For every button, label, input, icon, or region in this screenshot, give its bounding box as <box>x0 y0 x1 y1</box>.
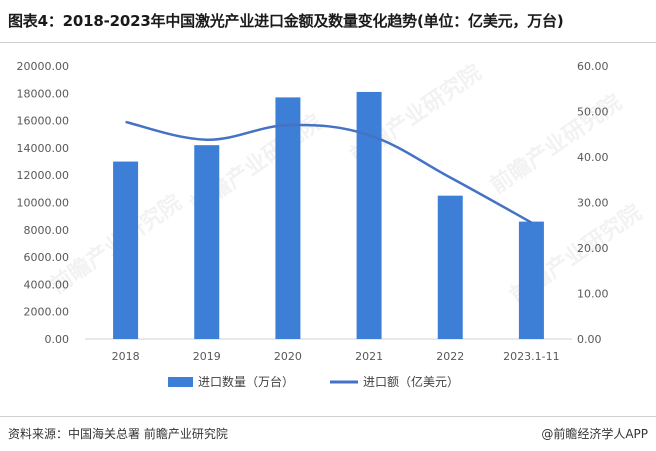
x-tick-label: 2022 <box>436 350 464 363</box>
x-tick-label: 2021 <box>355 350 383 363</box>
right-tick-label: 10.00 <box>577 288 609 301</box>
left-tick-label: 8000.00 <box>24 224 70 237</box>
left-tick-label: 0.00 <box>45 333 70 346</box>
right-tick-label: 0.00 <box>577 333 602 346</box>
bar <box>194 145 220 339</box>
left-tick-label: 18000.00 <box>17 87 70 100</box>
bar <box>275 97 301 340</box>
footer-divider <box>0 416 656 417</box>
title-divider <box>0 42 656 43</box>
left-tick-label: 2000.00 <box>24 306 70 319</box>
left-tick-label: 20000.00 <box>17 60 70 73</box>
left-axis-ticks: 0.00 2000.00 4000.00 6000.00 8000.00 10000.00… <box>17 60 70 346</box>
right-tick-label: 40.00 <box>577 151 609 164</box>
right-tick-label: 20.00 <box>577 242 609 255</box>
left-tick-label: 14000.00 <box>17 142 70 155</box>
line-series <box>125 120 533 224</box>
legend-bar-swatch <box>168 377 193 387</box>
x-tick-label: 2023.1-11 <box>503 350 559 363</box>
brand-note: @前瞻经济学人APP <box>541 427 648 441</box>
legend-bar-label: 进口数量（万台） <box>198 374 294 389</box>
left-tick-label: 10000.00 <box>17 197 70 210</box>
right-tick-label: 50.00 <box>577 106 609 119</box>
x-tick-label: 2020 <box>274 350 302 363</box>
left-tick-label: 6000.00 <box>24 251 70 264</box>
source-note: 资料来源：中国海关总署 前瞻产业研究院 <box>8 427 228 441</box>
bar <box>437 195 463 339</box>
chart-title: 图表4：2018-2023年中国激光产业进口金额及数量变化趋势(单位：亿美元，万… <box>8 12 564 30</box>
legend-line-label: 进口额（亿美元） <box>363 374 459 389</box>
x-tick-label: 2019 <box>193 350 221 363</box>
right-axis-ticks: 0.00 10.00 20.00 30.00 40.00 50.00 60.00 <box>577 60 609 346</box>
x-tick-label: 2018 <box>112 350 140 363</box>
left-tick-label: 4000.00 <box>24 278 70 291</box>
bar <box>356 91 382 339</box>
right-tick-label: 60.00 <box>577 60 609 73</box>
bar <box>518 221 544 339</box>
left-tick-label: 16000.00 <box>17 115 70 128</box>
left-tick-label: 12000.00 <box>17 169 70 182</box>
bar <box>113 161 139 339</box>
chart: 前瞻产业研究院前瞻产业研究院前瞻产业研究院前瞻产业研究院前瞻产业研究院 0.00… <box>17 59 647 389</box>
x-axis-ticks: 2018 2019 2020 2021 2022 2023.1-11 <box>112 350 560 363</box>
right-tick-label: 30.00 <box>577 197 609 210</box>
legend: 进口数量（万台） 进口额（亿美元） <box>168 374 459 389</box>
